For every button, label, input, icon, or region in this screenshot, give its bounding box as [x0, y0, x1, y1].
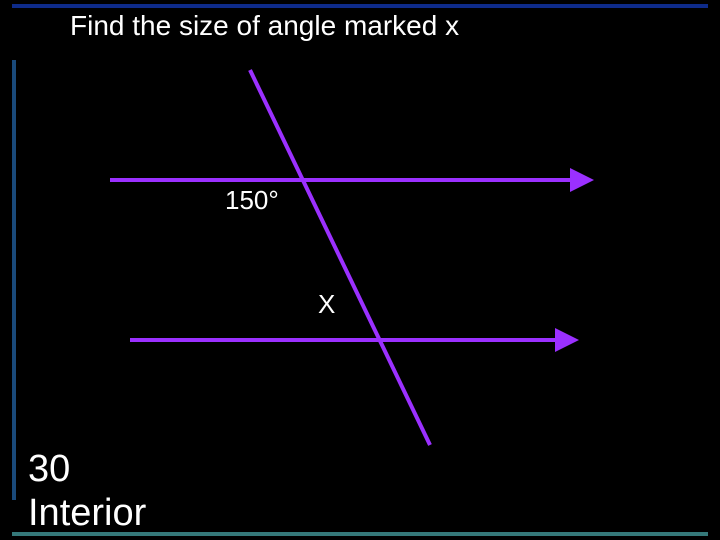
answer-value: 30 — [28, 448, 70, 491]
answer-type: Interior — [28, 492, 146, 535]
angle-x-label: X — [318, 289, 335, 320]
geometry-diagram — [0, 0, 720, 540]
slide-title: Find the size of angle marked x — [70, 10, 459, 42]
angle-150-label: 150° — [225, 185, 279, 216]
transversal-line — [250, 70, 430, 445]
